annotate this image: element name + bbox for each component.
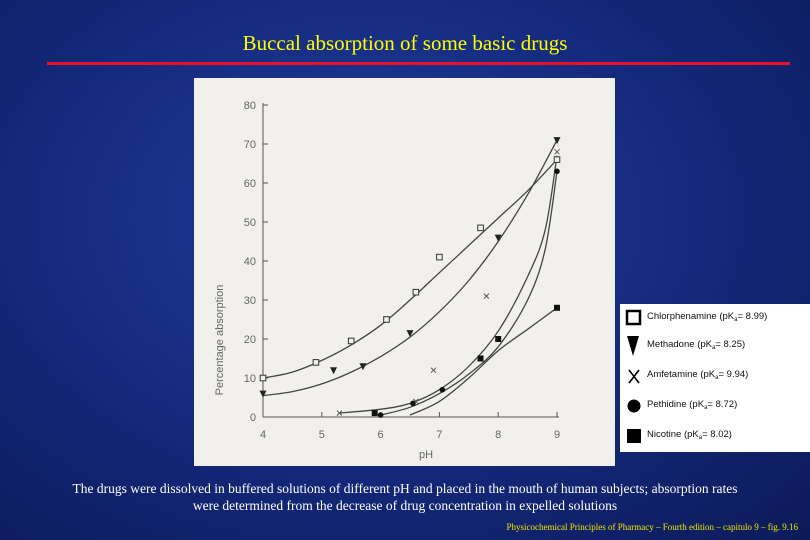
data-point-pethidine <box>410 400 416 407</box>
data-point-methadone <box>259 390 267 398</box>
down-triangle-icon <box>627 336 639 356</box>
caption: The drugs were dissolved in buffered sol… <box>20 480 790 514</box>
data-point-nicotine <box>477 355 484 362</box>
x-tick-label: 7 <box>436 429 442 441</box>
data-point-chlorphenamine <box>412 288 420 296</box>
legend-item-amfetamine: Amfetamine (pKa= 9.94) <box>620 364 810 388</box>
legend-drug-name: Nicotine <box>647 429 682 440</box>
open-square-icon <box>625 309 642 326</box>
legend-drug-name: Chlorphenamine <box>647 311 717 322</box>
y-tick-label: 70 <box>244 139 256 151</box>
filled-square-icon <box>627 429 641 443</box>
x-stroke <box>430 367 437 374</box>
legend-item-pethidine: Pethidine (pKa= 8.72) <box>620 394 810 418</box>
absorption-chart: 0 10 20 30 40 50 60 70 80 4 5 6 7 8 9 Percentage absor… <box>214 100 561 461</box>
caption-line: were determined from the decrease of dru… <box>192 498 618 513</box>
x-tick-label: 5 <box>319 429 325 441</box>
x-cross-icon <box>628 369 640 384</box>
x-tick-label: 8 <box>495 429 501 441</box>
x-tick-label: 4 <box>260 429 266 441</box>
data-point-nicotine <box>495 336 502 342</box>
legend-item-methadone: Methadone (pKa= 8.25) <box>620 334 810 358</box>
curve-amfetamine <box>339 155 558 414</box>
data-point-amfetamine <box>430 367 437 374</box>
x-stroke <box>554 148 560 155</box>
data-point-chlorphenamine <box>477 224 484 232</box>
x-tick-label: 6 <box>378 429 384 441</box>
data-point-chlorphenamine <box>553 156 561 163</box>
curve-chlorphenamine <box>262 159 558 379</box>
data-point-methadone <box>406 330 414 338</box>
slide-title: Buccal absorption of some basic drugs <box>242 31 568 55</box>
title-rule <box>47 62 790 65</box>
y-tick-label: 20 <box>244 334 256 346</box>
legend-drug-name: Amfetamine <box>647 369 698 380</box>
legend-item-nicotine: Nicotine (pKa= 8.02) <box>620 424 810 448</box>
data-point-chlorphenamine <box>259 374 267 382</box>
y-tick-label: 60 <box>244 178 256 190</box>
data-point-chlorphenamine <box>312 359 320 366</box>
data-point-methadone <box>494 234 502 242</box>
data-point-pethidine <box>439 386 446 393</box>
y-tick-label: 0 <box>250 412 256 424</box>
curve-methadone <box>262 139 558 397</box>
x-stroke <box>336 410 343 416</box>
y-tick-label: 50 <box>244 217 256 229</box>
data-point-methadone <box>553 137 561 145</box>
data-point-chlorphenamine <box>347 337 355 345</box>
data-point-methadone <box>359 363 367 371</box>
filled-circle-icon <box>627 399 641 413</box>
y-axis-label: Percentage absorption <box>214 285 226 396</box>
data-point-chlorphenamine <box>436 253 443 261</box>
y-tick-label: 10 <box>244 373 256 385</box>
curve-nicotine <box>409 307 558 416</box>
x-tick-label: 9 <box>554 429 560 441</box>
y-tick-label: 30 <box>244 295 256 307</box>
chart-panel: 0 10 20 30 40 50 60 70 80 4 5 6 7 8 9 Percentage absor… <box>194 78 615 466</box>
data-point-amfetamine <box>554 148 560 155</box>
legend-item-chlorphenamine: Chlorphenamine (pKa= 8.99) <box>620 306 810 330</box>
y-tick-label: 40 <box>244 256 256 268</box>
data-point-pethidine <box>554 168 560 175</box>
legend-drug-name: Methadone <box>647 339 695 350</box>
caption-line: The drugs were dissolved in buffered sol… <box>72 481 738 496</box>
data-point-amfetamine <box>336 410 343 416</box>
data-point-nicotine <box>554 304 560 311</box>
legend-drug-name: Pethidine <box>647 399 687 410</box>
data-point-nicotine <box>371 410 378 417</box>
data-point-pethidine <box>377 412 384 418</box>
footer-citation: Physicochemical Principles of Pharmacy –… <box>506 522 798 532</box>
y-tick-label: 80 <box>244 100 256 112</box>
legend: Chlorphenamine (pKa= 8.99) Methadone (pK… <box>620 304 810 452</box>
data-point-methadone <box>330 367 338 375</box>
data-point-amfetamine <box>483 293 490 299</box>
data-point-chlorphenamine <box>383 316 390 323</box>
x-stroke <box>483 293 490 299</box>
x-axis-label: pH <box>419 449 433 461</box>
